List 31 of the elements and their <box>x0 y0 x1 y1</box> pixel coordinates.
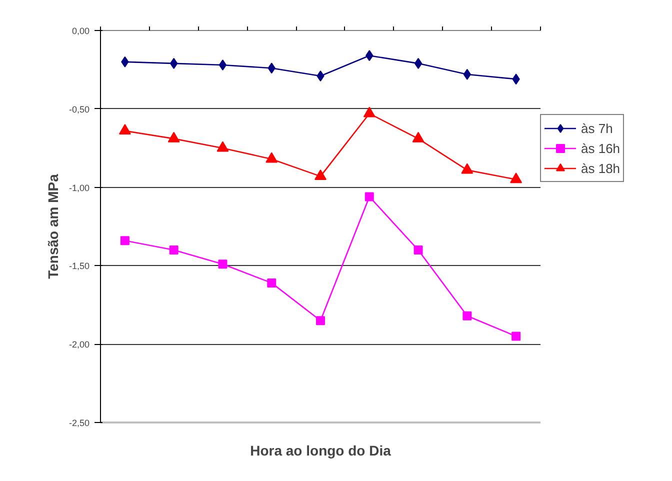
point <box>510 172 522 184</box>
legend-label: às 16h <box>581 140 620 156</box>
point <box>316 316 325 326</box>
legend-label: às 18h <box>581 160 620 176</box>
point <box>461 163 474 174</box>
y-tick-label: -2,50 <box>68 418 90 428</box>
point <box>364 192 374 202</box>
point <box>218 260 228 269</box>
point <box>414 58 422 69</box>
legend-label: às 7h <box>581 120 613 136</box>
point <box>363 106 376 118</box>
y-tick-label: -1,00 <box>68 182 90 193</box>
point <box>266 152 278 163</box>
point <box>168 132 180 142</box>
y-tick-label: -0,50 <box>68 104 90 114</box>
point <box>120 236 130 246</box>
point <box>218 59 227 70</box>
y-axis-title: Tensão am MPa <box>44 174 61 279</box>
point <box>216 141 229 152</box>
point <box>512 332 521 341</box>
point <box>267 278 276 288</box>
y-tick-label: -2,00 <box>68 340 90 350</box>
point <box>462 311 472 320</box>
point <box>414 246 423 255</box>
point <box>412 132 424 142</box>
point <box>314 169 326 180</box>
y-tick-label: 0,00 <box>72 26 90 36</box>
point <box>118 124 131 135</box>
x-axis-title: Hora ao longo do Dia <box>250 442 392 458</box>
y-tick-label: -1,50 <box>68 261 90 272</box>
point <box>169 246 178 255</box>
